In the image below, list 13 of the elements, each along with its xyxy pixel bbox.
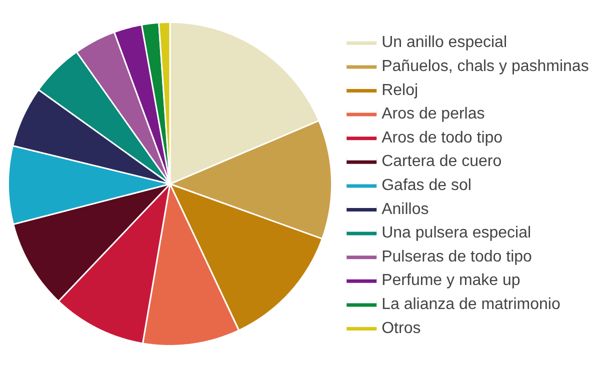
legend-label: Reloj [382, 82, 418, 99]
legend-label: Pulseras de todo tipo [382, 248, 532, 266]
legend-label: Gafas de sol [382, 176, 472, 194]
legend-label: Un anillo especial [382, 34, 508, 52]
legend-label: Aros de perlas [382, 106, 485, 123]
legend-label: Otros [382, 320, 421, 337]
legend-label: Perfume y make up [382, 272, 520, 290]
legend-label: Una pulsera especial [382, 224, 532, 242]
legend-label: Anillos [382, 200, 429, 218]
legend-label: La alianza de matrimonio [382, 296, 560, 313]
legend-label: Cartera de cuero [382, 153, 502, 170]
legend-label: Aros de todo tipo [382, 129, 503, 146]
legend-label: Pañuelos, chals y pashminas [382, 58, 589, 75]
